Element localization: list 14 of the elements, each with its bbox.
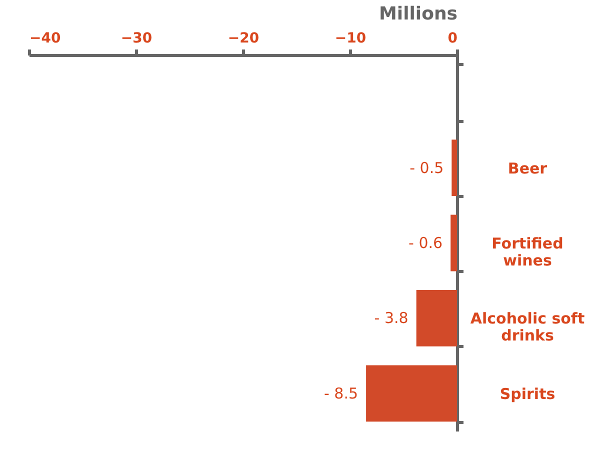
x-tick-label: −20 (228, 30, 260, 46)
data-label: - 0.6 (408, 234, 443, 252)
y-tick-label: Fortified wines (492, 234, 564, 270)
x-axis-title: Millions (379, 4, 458, 24)
x-tick-label: −30 (120, 30, 152, 46)
y-tick-label: Beer (508, 159, 548, 178)
y-tick-label: Spirits (500, 384, 556, 403)
x-tick-label: 0 (448, 30, 458, 46)
x-tick-label: −40 (30, 30, 61, 46)
data-label: - 0.5 (410, 158, 444, 177)
data-label: - 8.5 (324, 384, 358, 402)
x-tick-label: −10 (334, 30, 366, 46)
y-tick-label: Alcoholic soft drinks (470, 310, 585, 345)
data-label: - 3.8 (374, 309, 408, 328)
